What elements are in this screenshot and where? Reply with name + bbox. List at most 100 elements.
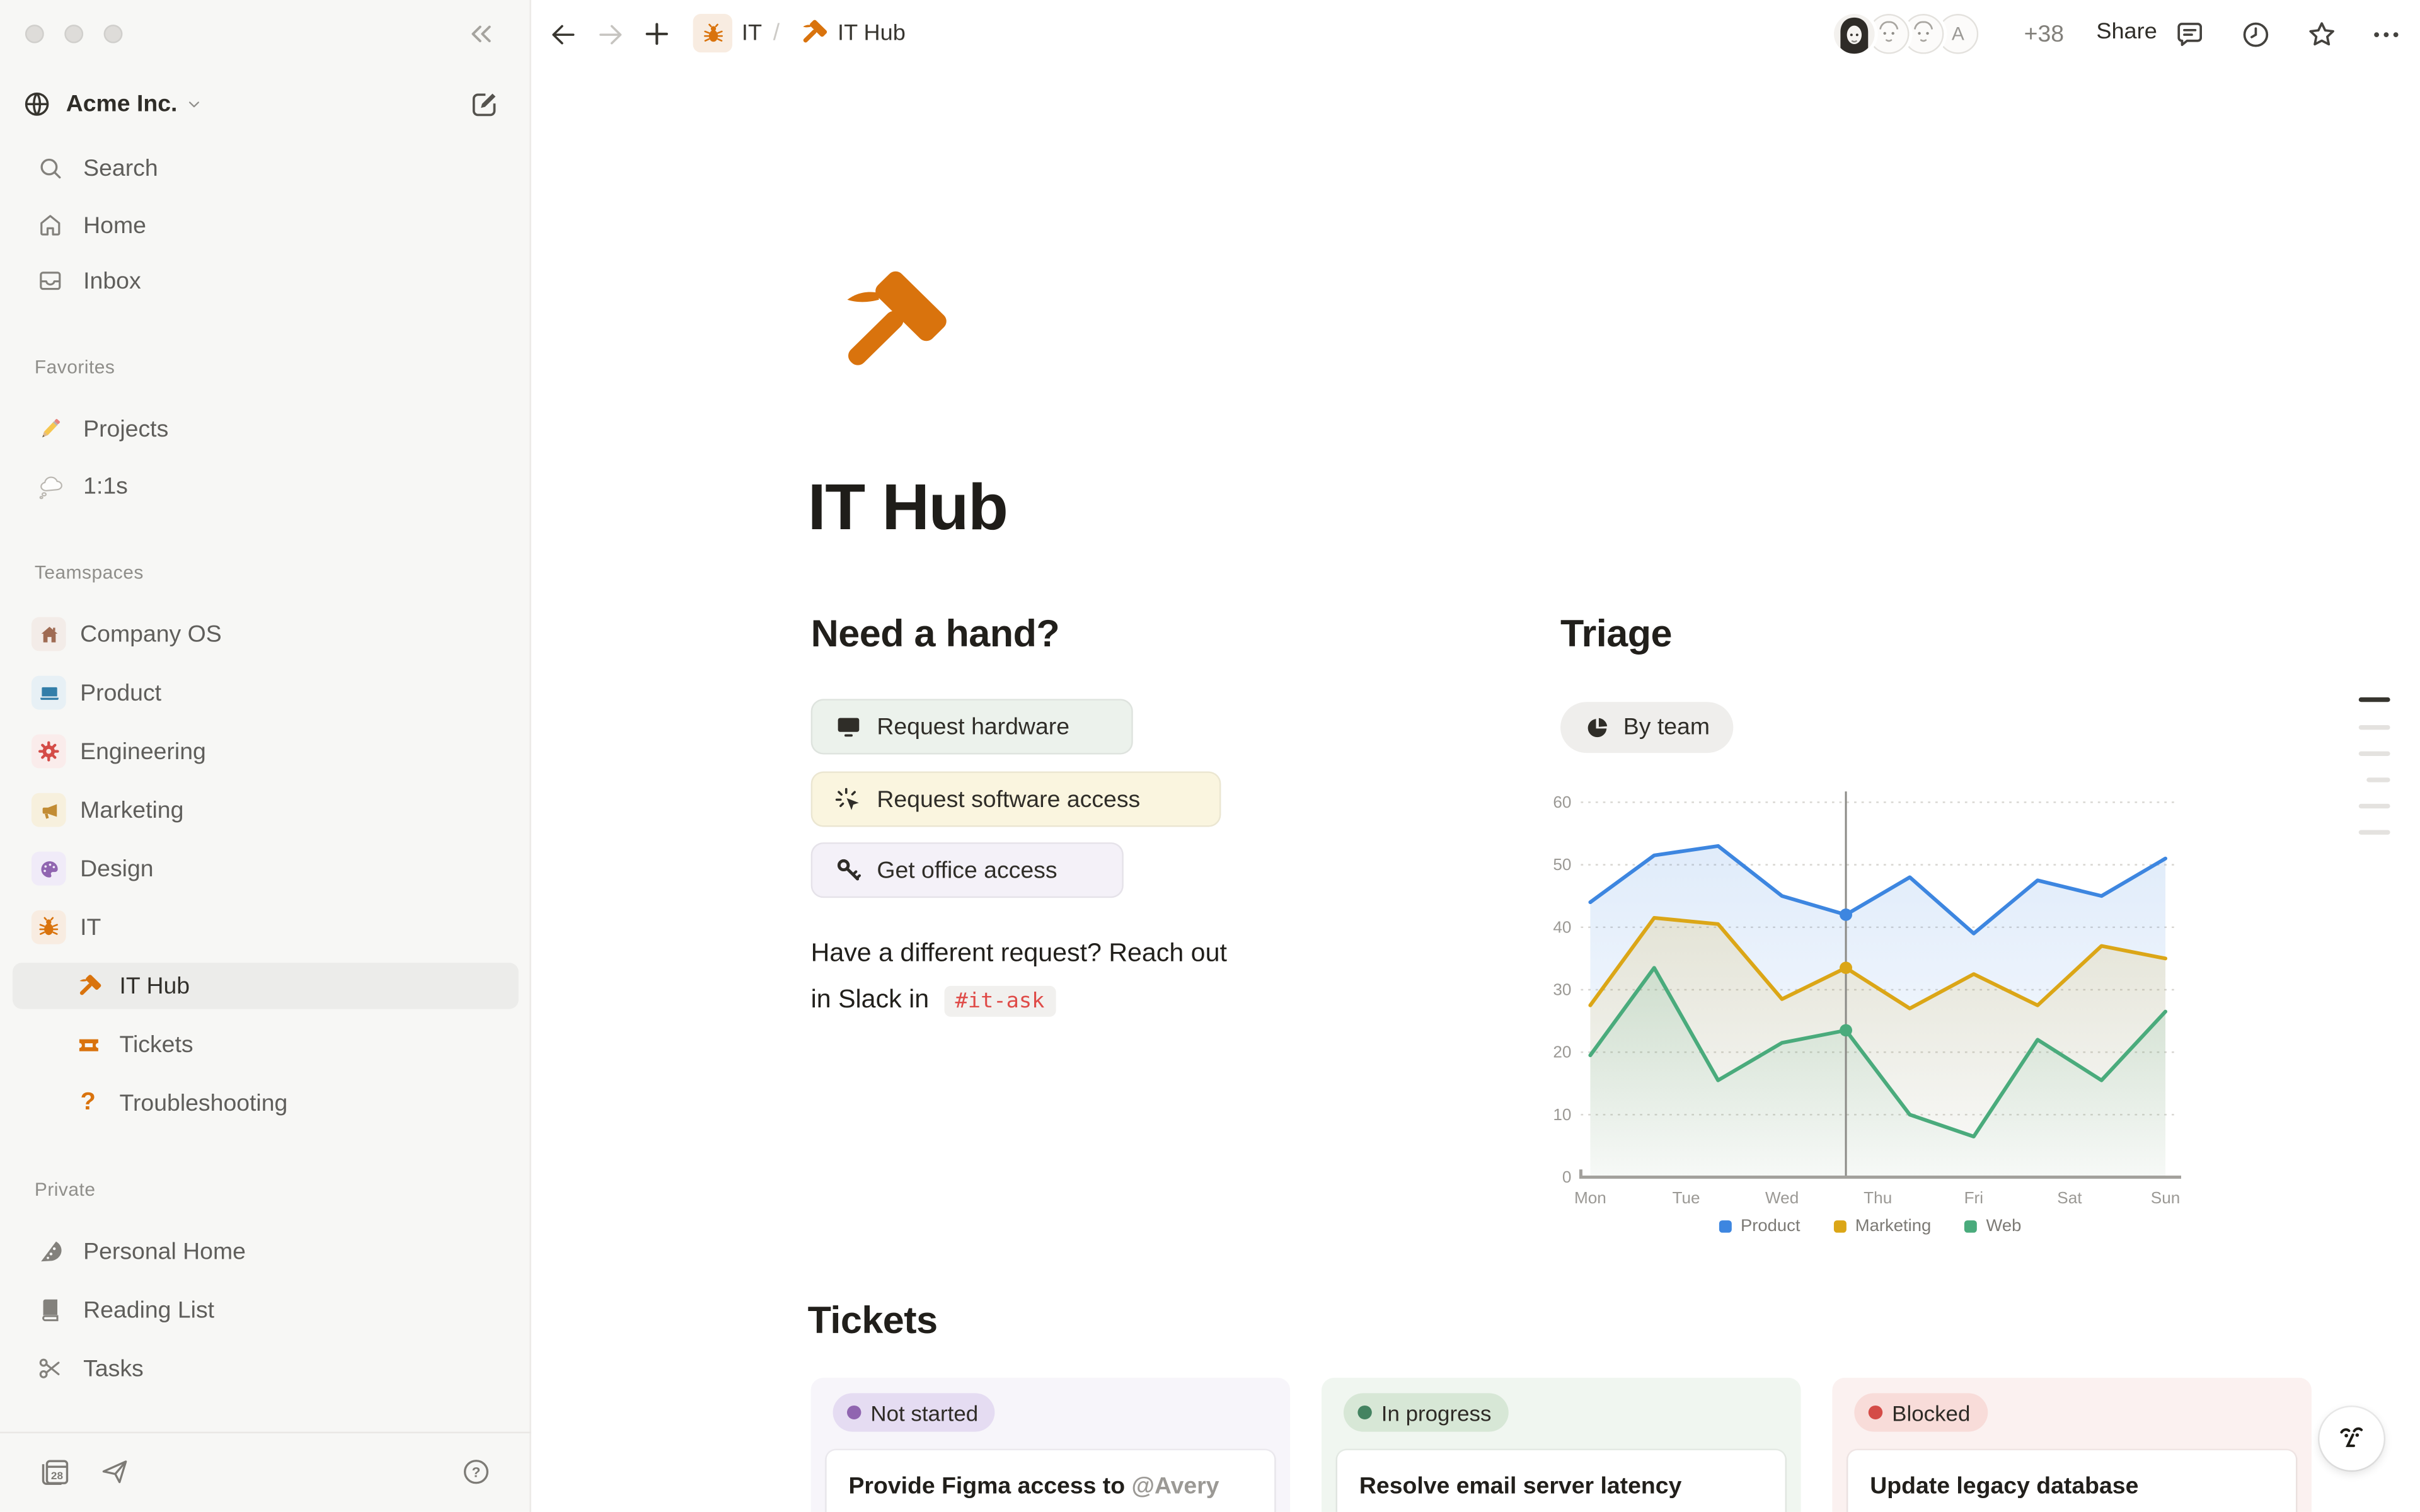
note-line1: Have a different request? Reach out bbox=[810, 939, 1227, 968]
kanban-column-not-started: Not started Provide Figma access to @Ave… bbox=[810, 1377, 1291, 1512]
window-close-button[interactable] bbox=[25, 25, 44, 43]
status-badge[interactable]: Blocked bbox=[1854, 1393, 1988, 1432]
sidebar-item-inbox[interactable]: Inbox bbox=[13, 258, 519, 304]
workspace-name: Acme Inc. bbox=[66, 90, 178, 117]
sidebar-item-1-1s[interactable]: 1:1s bbox=[13, 463, 519, 509]
notion-ai-button[interactable] bbox=[2319, 1407, 2384, 1470]
invite-send-icon[interactable] bbox=[98, 1455, 132, 1489]
avatar[interactable] bbox=[1903, 14, 1944, 54]
pizza-icon bbox=[35, 1236, 66, 1267]
sidebar-item-it[interactable]: IT bbox=[13, 904, 519, 950]
legend-swatch bbox=[1964, 1220, 1977, 1233]
breadcrumb-team[interactable]: IT bbox=[741, 21, 763, 47]
heading-need-a-hand[interactable]: Need a hand? bbox=[810, 614, 1060, 656]
history-clock-icon[interactable] bbox=[2238, 17, 2273, 51]
page-title[interactable]: IT Hub bbox=[807, 470, 1008, 544]
toc-indicator[interactable] bbox=[2358, 697, 2390, 702]
sidebar-item-home[interactable]: Home bbox=[13, 202, 519, 248]
share-button[interactable]: Share bbox=[2096, 20, 2157, 45]
heading-triage[interactable]: Triage bbox=[1560, 614, 1673, 656]
svg-text:0: 0 bbox=[1562, 1169, 1572, 1186]
sidebar-item-it-hub[interactable]: IT Hub bbox=[12, 963, 519, 1009]
comments-icon[interactable] bbox=[2172, 17, 2206, 51]
sidebar-item-label: Tickets bbox=[119, 1031, 193, 1058]
ticket-card[interactable]: Provide Figma access to @Avery bbox=[826, 1450, 1275, 1512]
svg-text:20: 20 bbox=[1553, 1044, 1571, 1062]
slack-channel-code[interactable]: #it-ask bbox=[944, 985, 1056, 1016]
sidebar-item-troubleshooting[interactable]: ? Troubleshooting bbox=[13, 1080, 519, 1126]
request-software-access-button[interactable]: Request software access bbox=[810, 771, 1221, 827]
svg-text:Wed: Wed bbox=[1765, 1189, 1799, 1207]
legend-item: Product bbox=[1719, 1217, 1801, 1236]
window-minimize-button[interactable] bbox=[64, 25, 84, 43]
sidebar-item-product[interactable]: Product bbox=[13, 670, 519, 716]
toc-indicator[interactable] bbox=[2358, 803, 2390, 809]
avatar-overflow-count[interactable]: +38 bbox=[2024, 21, 2065, 48]
page-icon-hammer[interactable] bbox=[822, 265, 957, 387]
svg-text:40: 40 bbox=[1553, 919, 1571, 937]
favorite-star-icon[interactable] bbox=[2303, 17, 2338, 51]
get-office-access-button[interactable]: Get office access bbox=[810, 842, 1124, 898]
ticket-card[interactable]: Resolve email server latency bbox=[1337, 1450, 1785, 1512]
add-page-icon[interactable] bbox=[640, 17, 674, 51]
thought-bubble-icon bbox=[35, 471, 66, 501]
sidebar-item-tasks[interactable]: Tasks bbox=[13, 1345, 519, 1391]
svg-text:60: 60 bbox=[1553, 794, 1571, 811]
sidebar-item-tickets[interactable]: Tickets bbox=[13, 1021, 519, 1067]
ticket-card[interactable]: Update legacy database bbox=[1848, 1450, 2296, 1512]
kanban-column-in-progress: In progress Resolve email server latency bbox=[1322, 1377, 1801, 1512]
sidebar-item-projects[interactable]: Projects bbox=[13, 406, 519, 452]
request-hardware-button[interactable]: Request hardware bbox=[810, 699, 1133, 755]
sidebar-collapse-icon[interactable] bbox=[462, 15, 500, 52]
sidebar-item-design[interactable]: Design bbox=[13, 845, 519, 891]
svg-text:30: 30 bbox=[1553, 982, 1571, 999]
status-dot bbox=[846, 1405, 861, 1419]
help-icon[interactable] bbox=[459, 1455, 493, 1489]
breadcrumb-separator: / bbox=[773, 20, 780, 47]
by-team-filter-button[interactable]: By team bbox=[1560, 702, 1734, 753]
heading-tickets[interactable]: Tickets bbox=[807, 1300, 938, 1343]
legend-swatch bbox=[1719, 1220, 1732, 1233]
note-line2: in Slack in bbox=[810, 985, 930, 1013]
more-options-icon[interactable] bbox=[2368, 17, 2403, 51]
window-zoom-button[interactable] bbox=[103, 25, 123, 43]
book-icon bbox=[35, 1295, 66, 1326]
avatar[interactable] bbox=[1833, 14, 1875, 54]
avatar-letter[interactable]: A bbox=[1937, 14, 1979, 54]
sidebar-item-label: Inbox bbox=[83, 267, 141, 294]
status-badge[interactable]: In progress bbox=[1343, 1393, 1509, 1432]
toc-indicator[interactable] bbox=[2358, 724, 2390, 730]
sidebar-item-company-os[interactable]: Company OS bbox=[13, 611, 519, 657]
scissors-icon bbox=[35, 1353, 66, 1384]
breadcrumb-team-icon[interactable] bbox=[693, 14, 732, 53]
status-badge[interactable]: Not started bbox=[833, 1393, 996, 1432]
sidebar-item-marketing[interactable]: Marketing bbox=[13, 787, 519, 833]
back-icon[interactable] bbox=[545, 17, 580, 51]
section-label-private[interactable]: Private bbox=[34, 1178, 96, 1201]
toc-indicator[interactable] bbox=[2358, 830, 2390, 835]
avatar[interactable] bbox=[1868, 14, 1910, 54]
laptop-icon bbox=[31, 675, 66, 710]
workspace-switcher[interactable]: Acme Inc. bbox=[22, 82, 509, 125]
sidebar-item-engineering[interactable]: Engineering bbox=[13, 728, 519, 774]
mention[interactable]: @Avery bbox=[1131, 1473, 1219, 1500]
new-page-button[interactable] bbox=[465, 85, 503, 122]
forward-icon[interactable] bbox=[592, 17, 627, 51]
sidebar-item-personal-home[interactable]: Personal Home bbox=[13, 1228, 519, 1274]
chevron-down-icon bbox=[185, 95, 202, 112]
toc-indicator[interactable] bbox=[2358, 751, 2390, 756]
breadcrumb-page[interactable]: IT Hub bbox=[838, 21, 906, 47]
sidebar-item-search[interactable]: Search bbox=[13, 145, 519, 191]
sidebar-item-label: Tasks bbox=[83, 1355, 144, 1382]
section-label-favorites[interactable]: Favorites bbox=[34, 356, 115, 378]
svg-text:Mon: Mon bbox=[1574, 1189, 1606, 1207]
status-dot bbox=[1868, 1405, 1883, 1419]
legend-item: Web bbox=[1964, 1217, 2021, 1236]
sidebar-item-reading-list[interactable]: Reading List bbox=[13, 1286, 519, 1332]
section-label-teamspaces[interactable]: Teamspaces bbox=[34, 561, 144, 583]
toc-indicator[interactable] bbox=[2366, 777, 2390, 782]
calendar-icon[interactable] bbox=[38, 1455, 72, 1489]
globe-icon bbox=[22, 89, 52, 118]
svg-text:Fri: Fri bbox=[1964, 1189, 1984, 1207]
